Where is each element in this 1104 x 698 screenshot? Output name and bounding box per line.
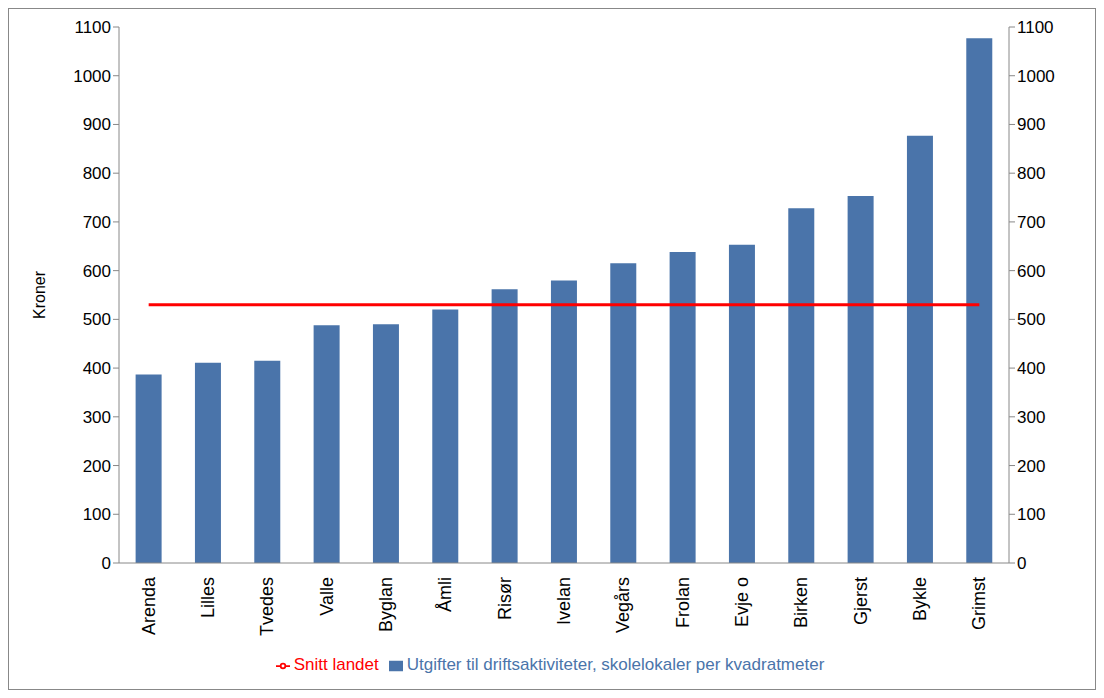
svg-text:500: 500 <box>83 310 111 329</box>
svg-text:600: 600 <box>83 262 111 281</box>
svg-text:300: 300 <box>83 408 111 427</box>
html-text:Utgifter til driftsaktiviteter: Utgifter til driftsaktiviteter, skolelok… <box>406 655 825 674</box>
svg-text:Risør: Risør <box>495 577 515 620</box>
svg-text:Tvedes: Tvedes <box>257 577 277 636</box>
svg-text:900: 900 <box>83 115 111 134</box>
svg-text:900: 900 <box>1017 115 1045 134</box>
svg-text:700: 700 <box>1017 213 1045 232</box>
svg-text:Arenda: Arenda <box>139 576 159 635</box>
svg-text:Vegårs: Vegårs <box>613 577 633 633</box>
svg-text:400: 400 <box>1017 359 1045 378</box>
svg-text:200: 200 <box>1017 457 1045 476</box>
svg-text:0: 0 <box>1017 554 1026 573</box>
svg-text:Byglan: Byglan <box>376 577 396 632</box>
svg-text:Kroner: Kroner <box>31 270 48 319</box>
svg-text:200: 200 <box>83 457 111 476</box>
svg-text:Evje o: Evje o <box>732 577 752 627</box>
html-text:Snitt landet: Snitt landet <box>293 655 379 674</box>
svg-text:600: 600 <box>1017 262 1045 281</box>
svg-text:1100: 1100 <box>74 18 111 37</box>
svg-text:Grimst: Grimst <box>969 577 989 630</box>
svg-text:Ivelan: Ivelan <box>554 577 574 625</box>
svg-text:Lilles: Lilles <box>198 577 218 618</box>
svg-text:800: 800 <box>1017 164 1045 183</box>
svg-text:1100: 1100 <box>1017 18 1054 37</box>
svg-text:1000: 1000 <box>73 67 111 86</box>
svg-text:100: 100 <box>1017 505 1045 524</box>
svg-text:400: 400 <box>83 359 111 378</box>
svg-text:Åmli: Åmli <box>435 577 455 612</box>
svg-text:Frolan: Frolan <box>673 577 693 628</box>
svg-text:Gjerst: Gjerst <box>851 577 871 625</box>
svg-text:500: 500 <box>1017 310 1045 329</box>
svg-text:Bykle: Bykle <box>910 577 930 621</box>
svg-text:100: 100 <box>83 505 111 524</box>
svg-text:0: 0 <box>102 554 111 573</box>
svg-text:1000: 1000 <box>1017 67 1055 86</box>
svg-text:300: 300 <box>1017 408 1045 427</box>
svg-text:700: 700 <box>83 213 111 232</box>
svg-text:800: 800 <box>83 164 111 183</box>
svg-text:Valle: Valle <box>317 577 337 616</box>
svg-text:Birken: Birken <box>791 577 811 628</box>
